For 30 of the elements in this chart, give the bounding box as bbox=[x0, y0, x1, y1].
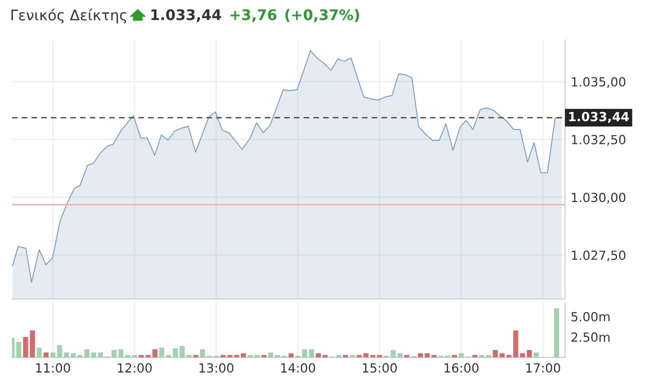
bar bbox=[268, 352, 274, 358]
y-tick-label: 1.035,00 bbox=[572, 77, 626, 88]
x-tick-label: 15:00 bbox=[362, 363, 397, 373]
bar bbox=[98, 352, 103, 358]
y-tick-label: 1.030,00 bbox=[572, 192, 626, 204]
chart-title: Γενικός Δείκτης bbox=[11, 8, 126, 24]
bar bbox=[534, 352, 539, 358]
bar bbox=[200, 349, 206, 358]
x-tick-label: 11:00 bbox=[36, 363, 70, 373]
ref-line-label: 1.033,44 bbox=[569, 112, 629, 123]
x-tick-label: 12:00 bbox=[118, 363, 152, 373]
text: +3,76 bbox=[230, 9, 276, 22]
bar bbox=[309, 349, 314, 358]
bar bbox=[23, 336, 28, 358]
x-tick-label: 16:00 bbox=[444, 363, 478, 373]
bar bbox=[36, 348, 42, 358]
bar bbox=[554, 308, 560, 358]
y-tick-label: 2.50m bbox=[571, 332, 610, 342]
bar bbox=[152, 349, 158, 358]
text: 1.033,44 bbox=[151, 9, 222, 22]
bar bbox=[30, 330, 35, 358]
x-tick-label: 13:00 bbox=[200, 363, 234, 373]
y-tick-label: 1.027,50 bbox=[572, 250, 626, 262]
bar bbox=[526, 350, 532, 358]
y-tick-label: 1.032,50 bbox=[572, 134, 626, 146]
y-tick-label: 5.00m bbox=[572, 312, 610, 322]
x-tick-label: 14:00 bbox=[281, 363, 316, 373]
text: (+0,37%) bbox=[285, 8, 360, 22]
bar bbox=[44, 352, 49, 358]
x-tick-label: 17:00 bbox=[526, 363, 560, 373]
